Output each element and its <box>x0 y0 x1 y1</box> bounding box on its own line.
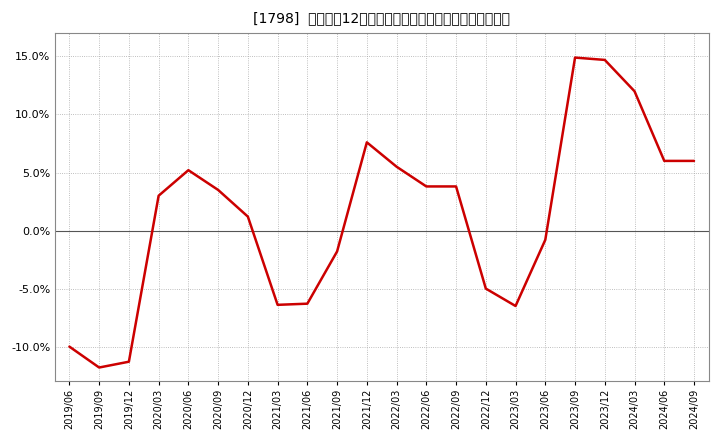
Title: [1798]  売上高の12か月移動合計の対前年同期増減率の推移: [1798] 売上高の12か月移動合計の対前年同期増減率の推移 <box>253 11 510 25</box>
